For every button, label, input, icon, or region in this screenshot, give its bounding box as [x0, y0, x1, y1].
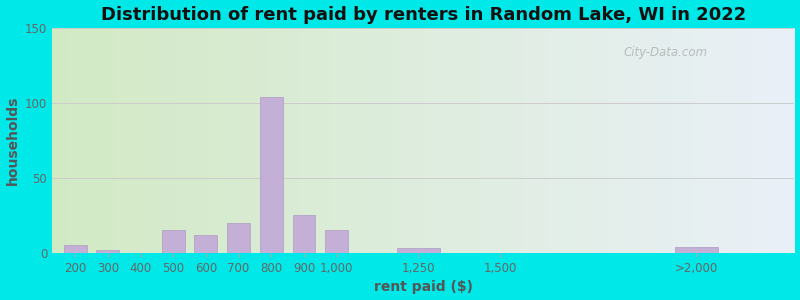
- Bar: [326, 230, 348, 253]
- Y-axis label: households: households: [6, 96, 19, 185]
- Bar: [96, 250, 119, 253]
- Bar: [227, 223, 250, 253]
- Text: City-Data.com: City-Data.com: [624, 46, 708, 59]
- Bar: [194, 235, 218, 253]
- Title: Distribution of rent paid by renters in Random Lake, WI in 2022: Distribution of rent paid by renters in …: [101, 6, 746, 24]
- Bar: [64, 245, 86, 253]
- X-axis label: rent paid ($): rent paid ($): [374, 280, 473, 294]
- Bar: [675, 247, 718, 253]
- Bar: [293, 215, 315, 253]
- Bar: [260, 97, 282, 253]
- Bar: [162, 230, 185, 253]
- Bar: [397, 248, 440, 253]
